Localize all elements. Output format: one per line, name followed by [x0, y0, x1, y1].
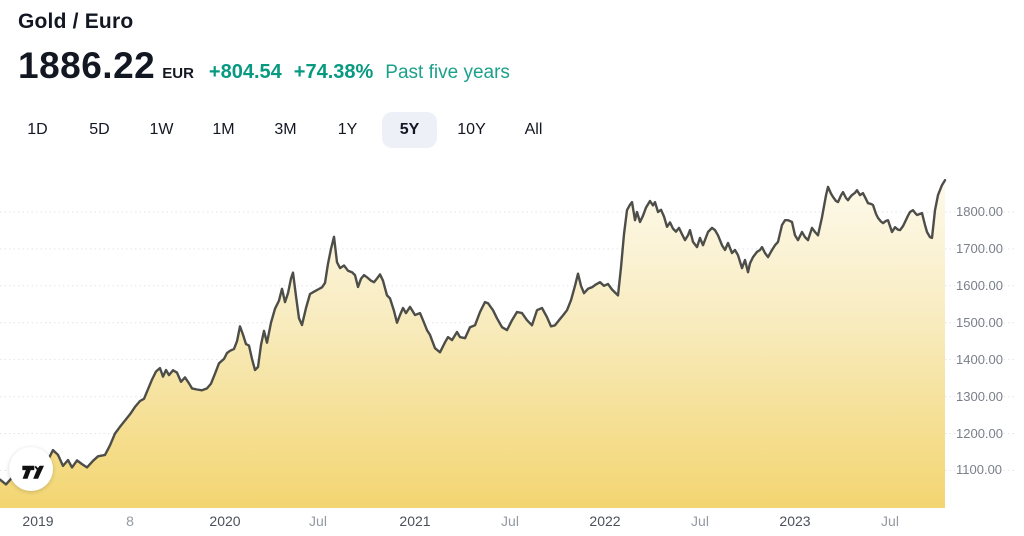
x-axis-label: Jul: [501, 513, 519, 529]
y-axis-label: 1200.00: [956, 425, 1003, 441]
price-row: 1886.22 EUR +804.54 +74.38% Past five ye…: [18, 45, 510, 87]
x-axis-label: 2023: [779, 513, 811, 529]
y-axis-label: 1300.00: [956, 388, 1003, 404]
y-axis-label: 1700.00: [956, 240, 1003, 256]
price-value: 1886.22: [18, 45, 156, 86]
range-button-5y[interactable]: 5Y: [382, 112, 437, 148]
y-axis-label: 1500.00: [956, 314, 1003, 330]
x-axis-label: Jul: [881, 513, 899, 529]
x-axis-label: 2021: [399, 513, 431, 529]
range-selector: 1D 5D 1W 1M 3M 1Y 5Y 10Y All: [10, 112, 561, 148]
price-change-percent: +74.38%: [293, 61, 374, 83]
symbol-title: Gold / Euro: [18, 10, 134, 33]
x-axis-label: 8: [126, 513, 134, 529]
y-axis-label: 1600.00: [956, 277, 1003, 293]
x-axis-label: 2022: [589, 513, 621, 529]
range-button-1d[interactable]: 1D: [10, 112, 65, 148]
x-axis-label: Jul: [309, 513, 327, 529]
tradingview-logo[interactable]: [9, 447, 53, 491]
y-axis-label: 1100.00: [956, 462, 1003, 478]
x-axis-label: 2019: [22, 513, 54, 529]
range-button-all[interactable]: All: [506, 112, 561, 148]
price-chart-svg[interactable]: [0, 160, 1024, 508]
price-chart[interactable]: 1800.00 1700.00 1600.00 1500.00 1400.00 1300.…: [0, 160, 1024, 529]
x-axis-label: Jul: [691, 513, 709, 529]
y-axis-label: 1400.00: [956, 351, 1003, 367]
price-line: [0, 179, 947, 486]
price-change: +804.54: [208, 61, 282, 83]
x-axis-label: 2020: [209, 513, 241, 529]
range-button-3m[interactable]: 3M: [258, 112, 313, 148]
y-axis-label: 1800.00: [956, 204, 1003, 219]
price-period-label: Past five years: [385, 62, 510, 83]
price-area: [0, 180, 945, 508]
price-currency: EUR: [162, 65, 194, 82]
range-button-10y[interactable]: 10Y: [444, 112, 499, 148]
range-button-5d[interactable]: 5D: [72, 112, 127, 148]
range-button-1w[interactable]: 1W: [134, 112, 189, 148]
range-button-1m[interactable]: 1M: [196, 112, 251, 148]
range-button-1y[interactable]: 1Y: [320, 112, 375, 148]
tradingview-logo-icon: [22, 465, 44, 479]
